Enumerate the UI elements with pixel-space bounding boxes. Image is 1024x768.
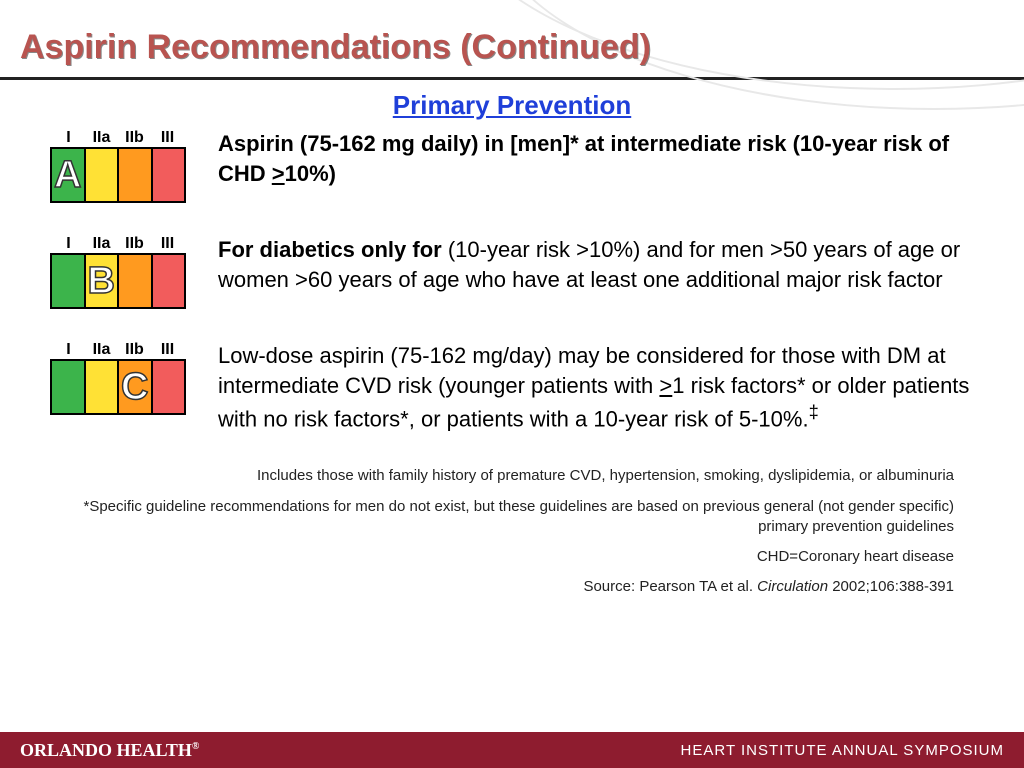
footnote: Includes those with family history of pr… xyxy=(50,466,954,486)
header: Aspirin Recommendations (Continued) xyxy=(0,0,1024,73)
rec-row-c: I IIa IIb III C Low-dose aspirin (75-162… xyxy=(50,341,984,434)
grade-labels: I IIa IIb III xyxy=(50,341,190,359)
rec-tail: 10%) xyxy=(285,161,336,186)
src-journal: Circulation xyxy=(757,578,828,595)
rec-text-c: Low-dose aspirin (75-162 mg/day) may be … xyxy=(218,341,984,434)
reg-mark: ® xyxy=(192,741,199,752)
src-text: 2002;106:388-391 xyxy=(828,578,954,595)
swatch-I: A xyxy=(52,149,86,201)
footer-bar: ORLANDO HEALTH® HEART INSTITUTE ANNUAL S… xyxy=(0,732,1024,768)
grade-label: IIa xyxy=(85,341,118,359)
grade-block-c: I IIa IIb III C xyxy=(50,341,190,415)
subtitle-text: Primary Prevention xyxy=(393,90,631,120)
swatches-a: A xyxy=(50,147,186,203)
grade-label: IIb xyxy=(118,235,151,253)
footnote: CHD=Coronary heart disease xyxy=(50,547,954,567)
grade-label: III xyxy=(151,341,184,359)
swatch-IIb: C xyxy=(119,361,153,413)
grade-label: I xyxy=(52,341,85,359)
rec-row-b: I IIa IIb III B For diabetics only for (… xyxy=(50,235,984,309)
event-name: HEART INSTITUTE ANNUAL SYMPOSIUM xyxy=(199,742,1004,759)
swatch-IIa xyxy=(86,361,120,413)
grade-label: III xyxy=(151,235,184,253)
rec-bold: For diabetics only for xyxy=(218,237,442,262)
src-text: Source: Pearson TA et al. xyxy=(583,578,757,595)
brand-logo: ORLANDO HEALTH® xyxy=(20,740,199,761)
page-title: Aspirin Recommendations (Continued) xyxy=(20,28,1024,67)
grade-block-a: I IIa IIb III A xyxy=(50,129,190,203)
swatch-IIa: B xyxy=(86,255,120,307)
brand-text: ORLANDO HEALTH xyxy=(20,740,192,760)
grade-letter: B xyxy=(88,260,115,303)
grade-label: IIb xyxy=(118,341,151,359)
subtitle: Primary Prevention xyxy=(0,90,1024,121)
grade-label: I xyxy=(52,235,85,253)
swatch-I xyxy=(52,255,86,307)
rec-text-a: Aspirin (75-162 mg daily) in [men]* at i… xyxy=(218,129,984,188)
content: I IIa IIb III A Aspirin (75-162 mg daily… xyxy=(0,129,1024,598)
rec-row-a: I IIa IIb III A Aspirin (75-162 mg daily… xyxy=(50,129,984,203)
swatch-III xyxy=(153,149,185,201)
ge-symbol: > xyxy=(272,161,285,186)
swatches-c: C xyxy=(50,359,186,415)
grade-block-b: I IIa IIb III B xyxy=(50,235,190,309)
grade-label: IIa xyxy=(85,235,118,253)
grade-label: IIa xyxy=(85,129,118,147)
dagger: ‡ xyxy=(809,401,819,422)
grade-letter: C xyxy=(121,366,148,409)
header-rule xyxy=(0,77,1024,80)
grade-labels: I IIa IIb III xyxy=(50,129,190,147)
grade-label: I xyxy=(52,129,85,147)
swatch-IIb xyxy=(119,149,153,201)
footnote: *Specific guideline recommendations for … xyxy=(50,497,954,538)
swatches-b: B xyxy=(50,253,186,309)
swatch-III xyxy=(153,255,185,307)
swatch-IIa xyxy=(86,149,120,201)
source-line: Source: Pearson TA et al. Circulation 20… xyxy=(50,577,954,597)
swatch-III xyxy=(153,361,185,413)
footnotes: Includes those with family history of pr… xyxy=(50,466,984,597)
ge-symbol: > xyxy=(659,373,672,398)
rec-text-b: For diabetics only for (10-year risk >10… xyxy=(218,235,984,294)
grade-labels: I IIa IIb III xyxy=(50,235,190,253)
swatch-I xyxy=(52,361,86,413)
grade-label: IIb xyxy=(118,129,151,147)
swatch-IIb xyxy=(119,255,153,307)
grade-label: III xyxy=(151,129,184,147)
grade-letter: A xyxy=(54,154,81,197)
